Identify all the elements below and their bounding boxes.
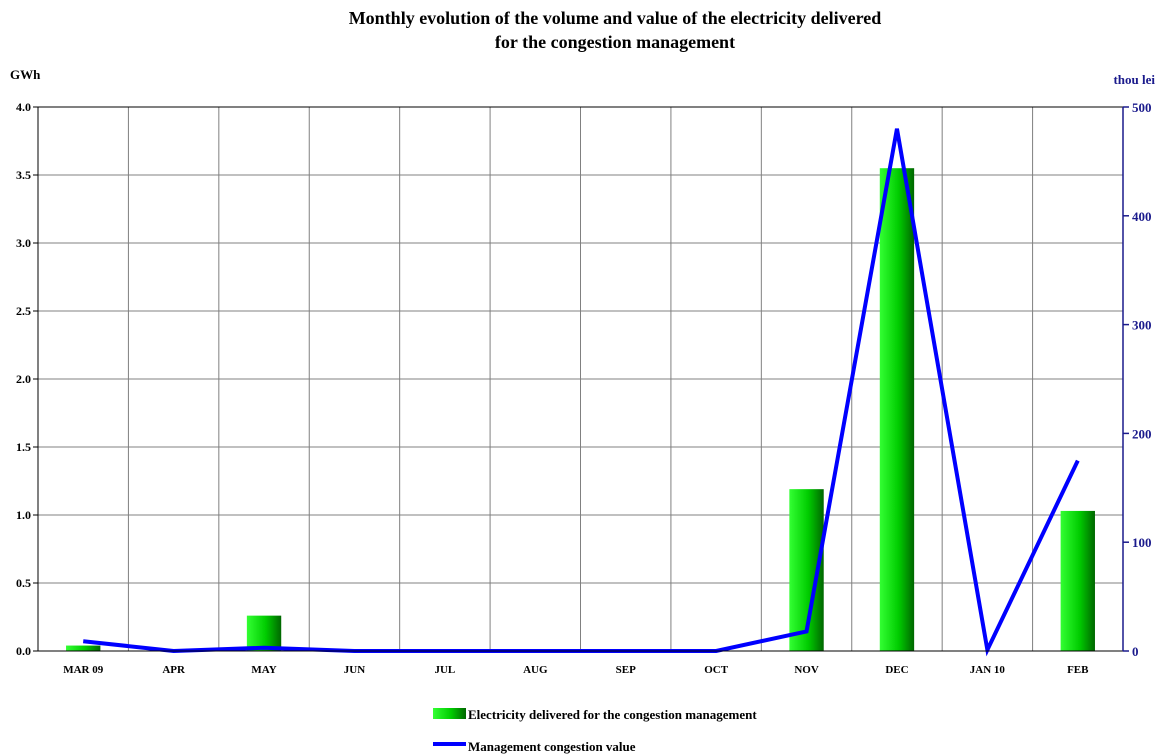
left-tick-label: 1.5 — [16, 440, 31, 454]
left-tick-label: 3.0 — [16, 236, 31, 250]
x-tick-label: JUN — [344, 664, 365, 676]
legend-bar-label: Electricity delivered for the congestion… — [468, 707, 757, 722]
x-axis: MAR 09 APR MAY JUN JUL AUG SEP OCT NOV DEC JAN 10 F… — [63, 664, 1089, 676]
bar — [246, 615, 282, 651]
bar — [879, 168, 915, 651]
x-tick-label: OCT — [704, 664, 729, 676]
chart-title-line-1: Monthly evolution of the volume and valu… — [349, 8, 882, 28]
left-tick-label: 4.0 — [16, 100, 31, 114]
right-axis: 0 100 200 300 400 500 — [1122, 100, 1152, 659]
x-tick-label: JAN 10 — [970, 664, 1006, 676]
x-tick-label: JUL — [434, 664, 455, 676]
left-axis-unit: GWh — [10, 67, 41, 82]
bar — [66, 645, 101, 651]
gridlines — [38, 106, 1123, 652]
x-tick-label: SEP — [616, 664, 636, 676]
left-axis: 0.0 0.5 1.0 1.5 2.0 2.5 3.0 3.5 4.0 — [16, 100, 38, 658]
left-tick-label: 0.5 — [16, 576, 31, 590]
x-tick-label: MAR 09 — [63, 664, 104, 676]
bar-series — [66, 168, 1095, 651]
x-tick-label: AUG — [523, 664, 548, 676]
legend-line-label: Management congestion value — [468, 739, 636, 754]
right-tick-label: 0 — [1132, 644, 1139, 659]
x-tick-label: DEC — [885, 664, 908, 676]
left-tick-label: 2.0 — [16, 372, 31, 386]
left-tick-label: 1.0 — [16, 508, 31, 522]
x-tick-label: MAY — [251, 664, 276, 676]
right-tick-label: 100 — [1132, 535, 1152, 550]
x-tick-label: APR — [162, 664, 186, 676]
right-tick-label: 500 — [1132, 100, 1152, 115]
legend-bar-swatch — [433, 708, 466, 719]
right-tick-label: 300 — [1132, 318, 1152, 333]
bar — [1060, 510, 1095, 651]
x-tick-label: FEB — [1067, 664, 1089, 676]
right-tick-label: 200 — [1132, 426, 1152, 441]
chart-title-line-2: for the congestion management — [495, 32, 735, 52]
right-tick-label: 400 — [1132, 209, 1152, 224]
left-tick-label: 3.5 — [16, 168, 31, 182]
left-tick-label: 0.0 — [16, 644, 31, 658]
left-tick-label: 2.5 — [16, 304, 31, 318]
legend: Electricity delivered for the congestion… — [433, 707, 757, 754]
right-axis-unit: thou lei — [1113, 72, 1155, 87]
x-tick-label: NOV — [794, 664, 819, 676]
